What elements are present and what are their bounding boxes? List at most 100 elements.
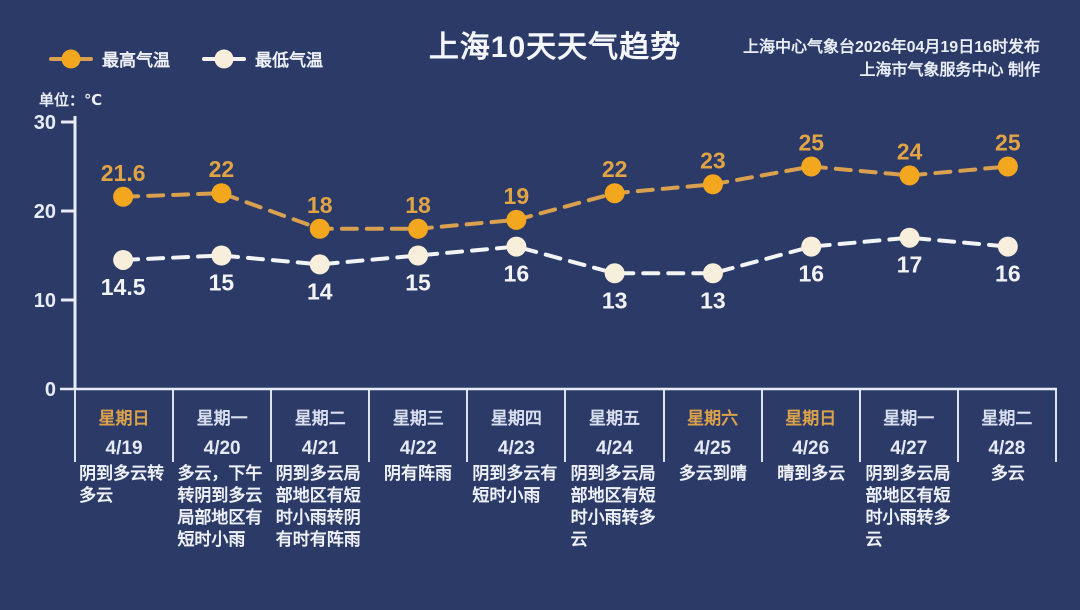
weather-text: 阴到多云局部地区有短时小雨转多云	[865, 464, 951, 549]
low-temp-marker	[604, 263, 625, 284]
low-temp-series-line	[121, 235, 1010, 276]
low-temp-marker	[113, 249, 134, 270]
high-temp-marker	[408, 218, 429, 239]
weather-text: 阴到多云转多云	[79, 464, 165, 505]
low-temp-marker	[506, 236, 527, 257]
low-temp-marker	[309, 254, 330, 275]
day-column: 星期二 4/21	[270, 390, 368, 462]
low-temp-value-label: 14	[307, 278, 333, 304]
day-column: 星期五 4/24	[564, 390, 662, 462]
weather-description-strip: 阴到多云转多云 多云，下午转阴到多云局部地区有短时小雨 阴到多云局部地区有短时小雨转…	[74, 463, 1057, 551]
weather-text: 多云到晴	[678, 464, 747, 483]
low-temp-line-swatch	[202, 49, 246, 68]
legend-item-low: 最低气温	[202, 46, 323, 71]
weather-cell: 阴到多云局部地区有短时小雨转阴有时有阵雨	[271, 463, 369, 551]
low-temp-value-label: 17	[897, 252, 923, 278]
weather-text: 阴到多云局部地区有短时小雨转多云	[570, 464, 656, 549]
legend-label-high: 最高气温	[102, 51, 170, 70]
high-temp-value-label: 24	[897, 138, 923, 164]
weekday-label: 星期六	[687, 409, 739, 428]
y-tick-label: 20	[34, 201, 56, 223]
high-temp-value-label: 25	[995, 130, 1021, 156]
high-temp-marker	[801, 156, 822, 177]
high-temp-marker	[997, 156, 1018, 177]
weather-text: 多云，下午转阴到多云局部地区有短时小雨	[177, 464, 263, 549]
weather-cell: 多云	[959, 463, 1057, 485]
day-column: 星期四 4/23	[466, 390, 564, 462]
high-temp-value-label: 18	[307, 192, 333, 218]
page-title: 上海10天天气趋势	[428, 31, 682, 64]
low-temp-marker	[211, 245, 232, 266]
high-temp-value-label: 22	[602, 156, 628, 182]
date-label: 4/26	[792, 438, 830, 459]
day-column: 星期三 4/22	[368, 390, 466, 462]
high-temp-marker-icon	[61, 49, 81, 68]
unit-label: 单位：℃	[39, 92, 103, 109]
low-temp-marker	[997, 236, 1018, 257]
weekday-label: 星期三	[392, 409, 444, 428]
weekday-label: 星期五	[589, 409, 641, 428]
date-label: 4/23	[497, 438, 535, 459]
low-temp-value-label: 16	[798, 261, 824, 287]
high-temp-marker	[113, 186, 134, 207]
weekday-label: 星期一	[196, 409, 248, 428]
low-temp-marker	[899, 227, 920, 248]
high-temp-marker	[899, 165, 920, 186]
high-temp-value-label: 18	[405, 192, 431, 218]
legend-label-low: 最低气温	[255, 51, 323, 70]
high-temp-value-label: 19	[504, 183, 530, 209]
day-column: 星期六 4/25	[662, 390, 761, 462]
y-tick-label: 0	[45, 379, 56, 401]
y-tick-label: 10	[34, 290, 56, 312]
publisher-line-2: 上海市气象服务中心 制作	[859, 62, 1040, 79]
weather-text: 晴到多云	[777, 464, 846, 483]
high-temp-value-label: 22	[209, 156, 235, 182]
low-temp-value-label: 16	[995, 261, 1021, 287]
weekday-label: 星期二	[981, 409, 1033, 428]
high-temp-line-swatch	[49, 49, 93, 68]
high-temp-marker	[702, 174, 723, 195]
day-header-strip: 星期日 4/19 星期一 4/20 星期二 4/21 星期三 4/22 星期四 4/23 星期五 4/…	[74, 390, 1057, 462]
high-temp-value-label: 25	[798, 130, 824, 156]
weather-cell: 阴到多云有短时小雨	[467, 463, 565, 507]
weather-cell: 阴有阵雨	[369, 463, 467, 485]
low-temp-value-label: 14.5	[101, 274, 146, 300]
weather-cell: 多云，下午转阴到多云局部地区有短时小雨	[172, 463, 270, 551]
day-column: 星期日 4/26	[760, 390, 859, 462]
low-temp-marker-icon	[214, 49, 234, 68]
low-temp-marker	[702, 263, 723, 284]
date-label: 4/20	[203, 438, 241, 459]
weather-cell: 阴到多云局部地区有短时小雨转多云	[565, 463, 663, 551]
high-temp-value-label: 23	[700, 147, 726, 173]
low-temp-value-label: 13	[700, 287, 726, 313]
low-temp-value-label: 16	[504, 261, 530, 287]
low-temp-value-label: 15	[405, 270, 431, 296]
day-column: 星期日 4/19	[74, 390, 172, 462]
high-temp-value-label: 21.6	[101, 160, 146, 186]
date-label: 4/19	[105, 438, 143, 459]
publisher-info: 上海中心气象台2026年04月19日16时发布 上海市气象服务中心 制作	[743, 36, 1040, 82]
legend-item-high: 最高气温	[49, 46, 170, 71]
weather-cell: 阴到多云转多云	[74, 463, 172, 507]
day-column: 星期二 4/28	[956, 390, 1057, 462]
weather-cell: 阴到多云局部地区有短时小雨转多云	[860, 463, 958, 551]
date-label: 4/24	[596, 438, 633, 459]
date-label: 4/28	[988, 438, 1026, 459]
weekday-label: 星期四	[490, 409, 542, 428]
weekday-label: 星期日	[98, 409, 150, 428]
low-temp-marker	[408, 245, 429, 266]
weather-text: 阴到多云有短时小雨	[472, 464, 558, 505]
weather-text: 阴有阵雨	[384, 464, 453, 483]
date-label: 4/21	[301, 438, 339, 459]
high-temp-marker	[211, 183, 232, 204]
high-temp-marker	[506, 209, 527, 230]
high-temp-marker	[604, 183, 625, 204]
weather-text: 多云	[990, 464, 1025, 483]
low-temp-marker	[801, 236, 822, 257]
weekday-label: 星期二	[294, 409, 346, 428]
weather-cell: 晴到多云	[762, 463, 860, 485]
y-tick-label: 30	[34, 112, 56, 134]
low-temp-value-label: 15	[209, 270, 235, 296]
